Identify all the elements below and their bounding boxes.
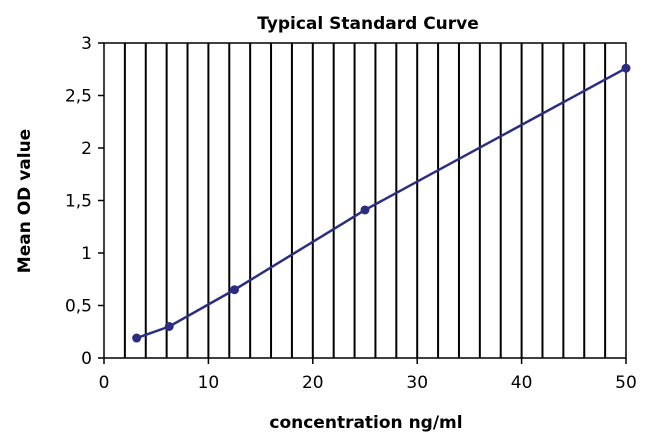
data-point: [132, 333, 142, 343]
data-point: [164, 322, 174, 331]
x-axis-label: concentration ng/ml: [269, 413, 462, 433]
y-tick-label: 0: [81, 349, 92, 369]
x-tick-label: 20: [302, 373, 324, 393]
data-point: [360, 205, 370, 215]
y-tick-label: 3: [81, 34, 92, 54]
data-point: [621, 63, 631, 73]
x-tick-label: 10: [198, 373, 220, 393]
x-tick-label: 30: [406, 373, 428, 393]
chart-title: Typical Standard Curve: [257, 14, 479, 34]
plot-frame: [103, 42, 627, 359]
y-tick-label: 1,5: [65, 192, 92, 212]
x-axis-ticks: 0 10 20 30 40 50: [99, 358, 637, 393]
y-axis-label: Mean OD value: [15, 129, 35, 273]
data-series: [132, 63, 631, 343]
y-tick-label: 1: [81, 244, 92, 264]
x-tick-label: 40: [511, 373, 533, 393]
x-tick-label: 50: [615, 373, 637, 393]
series-line: [136, 67, 627, 340]
grid-lines: [123, 43, 607, 358]
y-tick-label: 0,5: [65, 297, 92, 317]
y-tick-label: 2,5: [65, 87, 92, 107]
y-axis-ticks: 0 0,5 1 1,5 2 2,5 3: [65, 34, 104, 369]
y-tick-label: 2: [81, 139, 92, 159]
data-point: [230, 285, 239, 295]
plot-border: [103, 42, 627, 359]
x-tick-label: 0: [99, 373, 110, 393]
